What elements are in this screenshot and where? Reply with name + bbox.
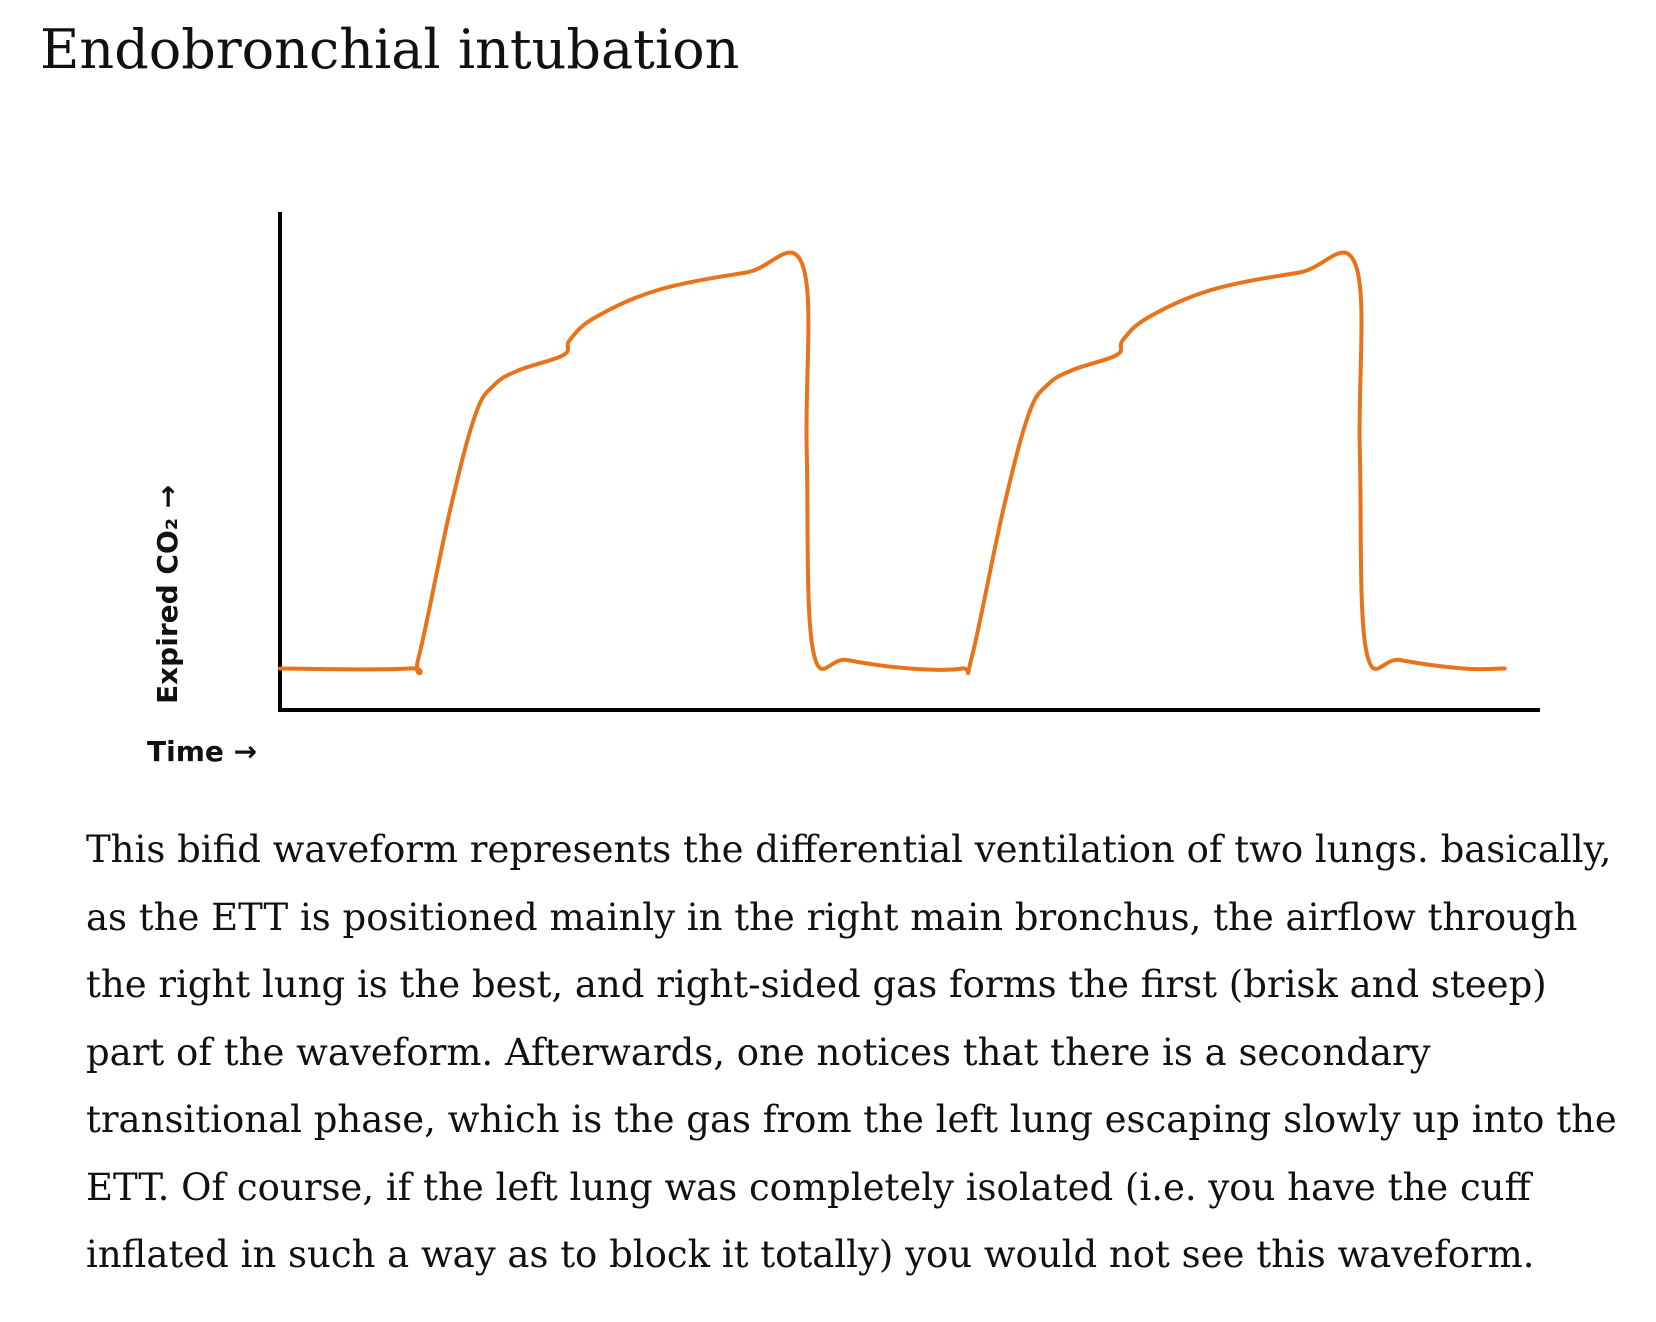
capnography-chart: Expired CO₂ → Time →	[147, 212, 1540, 768]
x-axis-label: Time →	[147, 735, 257, 768]
expired-co2-waveform	[278, 250, 1507, 676]
y-axis-label: Expired CO₂ →	[151, 485, 184, 704]
explanation-paragraph: This bifid waveform represents the diffe…	[86, 828, 1617, 1276]
page-title: Endobronchial intubation	[40, 18, 740, 81]
